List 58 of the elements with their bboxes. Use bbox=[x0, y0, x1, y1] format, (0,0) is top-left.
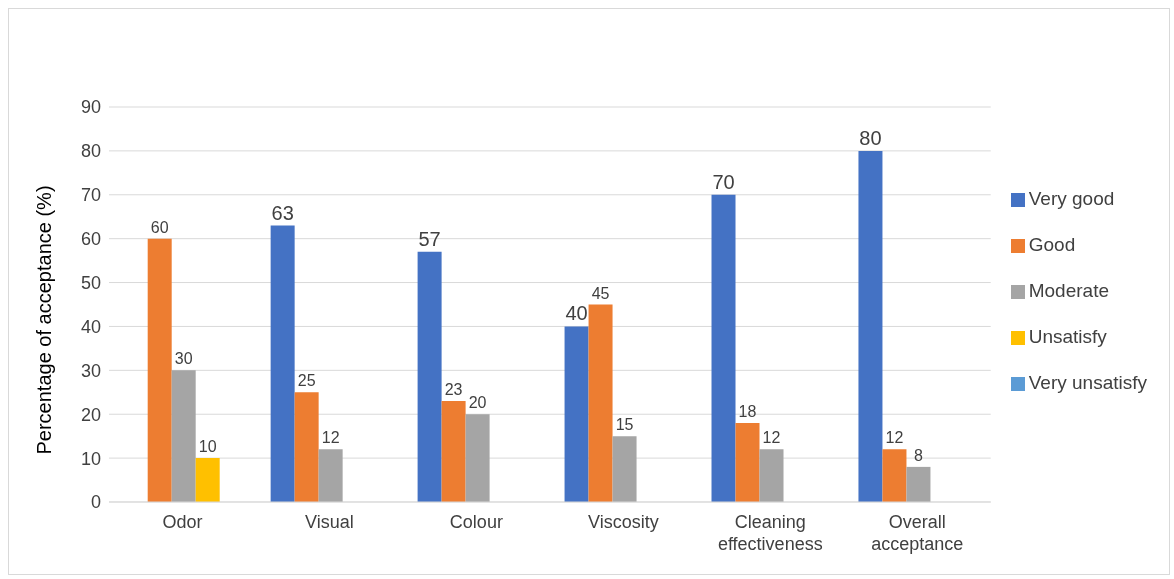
data-label: 23 bbox=[444, 381, 463, 399]
x-tick-label: Overall acceptance bbox=[871, 512, 964, 554]
x-tick-label: Visual bbox=[305, 512, 354, 532]
y-tick-label: 30 bbox=[80, 360, 101, 381]
bar bbox=[147, 238, 172, 502]
x-tick-label: Cleaning effectiveness bbox=[717, 512, 823, 554]
legend-label: Unsatisfy bbox=[1028, 325, 1107, 347]
y-tick-label: 80 bbox=[80, 141, 101, 162]
bar bbox=[465, 414, 490, 502]
y-tick-label: 60 bbox=[80, 229, 101, 250]
data-label: 12 bbox=[885, 429, 904, 447]
y-tick-label: 20 bbox=[80, 404, 101, 425]
data-label: 12 bbox=[321, 429, 340, 447]
data-label: 63 bbox=[271, 201, 294, 224]
x-tick-label: Odor bbox=[162, 512, 203, 532]
bar bbox=[441, 401, 466, 502]
y-tick-label: 50 bbox=[80, 272, 101, 293]
x-tick-label: Colour bbox=[449, 512, 503, 532]
y-tick-label: 40 bbox=[80, 316, 101, 337]
bar bbox=[858, 150, 883, 502]
y-tick-label: 90 bbox=[80, 97, 101, 118]
bar bbox=[759, 449, 784, 502]
data-label: 18 bbox=[738, 403, 757, 420]
bar bbox=[417, 251, 442, 502]
bar bbox=[735, 423, 760, 502]
bar bbox=[318, 449, 343, 502]
bar bbox=[171, 370, 196, 502]
data-label: 8 bbox=[914, 446, 924, 464]
data-label: 80 bbox=[859, 126, 882, 149]
data-label: 25 bbox=[297, 372, 316, 390]
bar bbox=[906, 466, 931, 502]
data-label: 20 bbox=[468, 394, 487, 412]
bar bbox=[564, 326, 589, 502]
data-label: 40 bbox=[565, 302, 588, 325]
data-label: 12 bbox=[762, 429, 781, 447]
bar bbox=[270, 225, 295, 502]
bar bbox=[195, 458, 220, 502]
y-tick-label: 10 bbox=[80, 448, 101, 469]
legend-label: Very good bbox=[1028, 187, 1115, 209]
data-label: 60 bbox=[150, 218, 169, 236]
y-axis-title: Percentage of acceptance (%) bbox=[33, 185, 56, 455]
legend-label: Good bbox=[1028, 233, 1076, 255]
data-label: 57 bbox=[418, 227, 441, 250]
legend-label: Very unsatisfy bbox=[1028, 371, 1147, 393]
legend-label: Moderate bbox=[1028, 279, 1109, 301]
bar bbox=[882, 449, 907, 502]
data-label: 10 bbox=[198, 438, 217, 456]
data-label: 30 bbox=[174, 350, 193, 368]
data-label: 15 bbox=[615, 416, 634, 434]
x-tick-label: Viscosity bbox=[587, 512, 659, 532]
y-tick-label: 0 bbox=[90, 492, 101, 513]
bar bbox=[294, 392, 319, 502]
y-tick-label: 70 bbox=[80, 185, 101, 206]
data-label: 70 bbox=[712, 170, 735, 193]
bar bbox=[711, 194, 736, 502]
bar bbox=[588, 304, 613, 502]
bar bbox=[612, 436, 637, 502]
data-label: 45 bbox=[591, 284, 610, 302]
